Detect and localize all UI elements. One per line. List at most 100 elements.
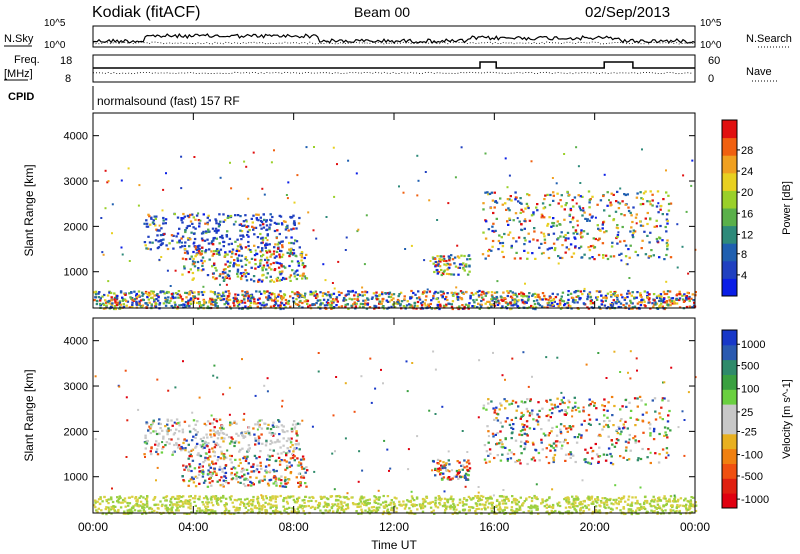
scatter-pixel bbox=[560, 231, 563, 234]
scatter-pixel bbox=[283, 303, 286, 307]
scatter-pixel bbox=[463, 476, 467, 480]
scatter-pixel bbox=[174, 303, 177, 306]
scatter-pixel bbox=[545, 511, 548, 514]
scatter-pixel bbox=[619, 306, 623, 309]
scatter-pixel bbox=[510, 402, 514, 405]
scatter-pixel bbox=[276, 440, 279, 443]
scatter-pixel bbox=[189, 453, 192, 456]
scatter-pixel bbox=[694, 509, 698, 513]
scatter-pixel bbox=[554, 247, 557, 250]
scatter-pixel bbox=[665, 230, 668, 233]
scatter-pixel bbox=[330, 507, 334, 510]
scatter-pixel bbox=[275, 425, 278, 428]
scatter-pixel bbox=[512, 293, 515, 296]
scatter-pixel bbox=[310, 499, 313, 502]
cpid-label: CPID bbox=[8, 91, 34, 103]
scatter-pixel bbox=[336, 504, 339, 508]
scatter-pixel bbox=[524, 207, 527, 210]
scatter-pixel bbox=[439, 258, 442, 261]
scatter-pixel bbox=[511, 427, 515, 431]
scatter-pixel bbox=[289, 295, 292, 298]
scatter-pixel bbox=[390, 509, 393, 512]
scatter-pixel bbox=[553, 300, 556, 303]
scatter-pixel bbox=[240, 247, 243, 250]
scatter-pixel bbox=[415, 496, 419, 499]
scatter-pixel bbox=[227, 436, 231, 439]
scatter-pixel bbox=[487, 193, 490, 196]
scatter-pixel bbox=[227, 214, 230, 218]
scatter-pixel bbox=[565, 412, 569, 415]
scatter-pixel bbox=[293, 455, 296, 458]
scatter-pixel bbox=[375, 298, 379, 301]
scatter-pixel bbox=[652, 430, 656, 433]
scatter-pixel bbox=[159, 234, 163, 237]
scatter-pixel bbox=[251, 500, 255, 503]
scatter-pixel bbox=[175, 422, 178, 425]
scatter-pixel bbox=[448, 302, 451, 305]
scatter-pixel bbox=[268, 498, 272, 502]
scatter-pixel bbox=[541, 407, 544, 410]
scatter-pixel bbox=[241, 307, 244, 310]
scatter-pixel bbox=[534, 296, 537, 299]
scatter-pixel bbox=[181, 257, 185, 260]
scatter-pixel bbox=[501, 305, 504, 308]
scatter-pixel bbox=[366, 297, 369, 300]
scatter-pixel bbox=[484, 237, 488, 240]
scatter-pixel bbox=[207, 509, 210, 512]
scatter-pixel bbox=[183, 244, 187, 248]
scatter-pixel bbox=[563, 498, 566, 501]
scatter-pixel bbox=[659, 297, 662, 300]
scatter-pixel bbox=[529, 412, 532, 415]
scatter-pixel bbox=[494, 229, 497, 232]
noise-pixel bbox=[261, 187, 264, 190]
scatter-pixel bbox=[572, 205, 575, 208]
scatter-pixel bbox=[224, 290, 228, 293]
scatter-pixel bbox=[224, 263, 227, 266]
scatter-pixel bbox=[152, 222, 156, 225]
scatter-pixel bbox=[666, 243, 670, 246]
scatter-pixel bbox=[154, 224, 157, 227]
scatter-pixel bbox=[385, 299, 388, 302]
scatter-pixel bbox=[220, 234, 224, 237]
scatter-pixel bbox=[535, 206, 538, 209]
scatter-pixel bbox=[346, 507, 350, 510]
scatter-pixel bbox=[119, 496, 122, 499]
scatter-pixel bbox=[667, 202, 671, 206]
scatter-pixel bbox=[513, 512, 517, 515]
scatter-pixel bbox=[272, 468, 275, 472]
noise-pixel bbox=[325, 216, 328, 218]
noise-pixel bbox=[541, 214, 544, 217]
scatter-pixel bbox=[94, 293, 98, 296]
scatter-pixel bbox=[432, 294, 435, 298]
scatter-pixel bbox=[457, 256, 461, 259]
scatter-pixel bbox=[500, 495, 504, 498]
scatter-pixel bbox=[661, 510, 664, 513]
scatter-pixel bbox=[476, 495, 480, 498]
scatter-pixel bbox=[204, 479, 207, 482]
scatter-pixel bbox=[324, 292, 327, 295]
scatter-pixel bbox=[262, 301, 265, 304]
scatter-pixel bbox=[169, 504, 172, 507]
scatter-pixel bbox=[340, 503, 343, 506]
scatter-pixel bbox=[207, 230, 210, 233]
scatter-pixel bbox=[159, 422, 162, 426]
scatter-pixel bbox=[220, 429, 223, 432]
scatter-pixel bbox=[291, 297, 295, 300]
scatter-pixel bbox=[296, 422, 300, 425]
scatter-pixel bbox=[567, 304, 571, 307]
scatter-pixel bbox=[588, 201, 591, 204]
scatter-pixel bbox=[438, 307, 441, 311]
scatter-pixel bbox=[658, 256, 661, 259]
scatter-pixel bbox=[662, 290, 666, 293]
scatter-pixel bbox=[651, 399, 654, 402]
scatter-pixel bbox=[523, 227, 526, 230]
scatter-pixel bbox=[202, 497, 206, 500]
scatter-pixel bbox=[196, 442, 199, 445]
scatter-pixel bbox=[538, 246, 541, 249]
scatter-pixel bbox=[457, 273, 460, 276]
scatter-pixel bbox=[589, 302, 592, 305]
scatter-pixel bbox=[139, 299, 143, 302]
scatter-pixel bbox=[289, 457, 293, 460]
scatter-pixel bbox=[275, 504, 278, 507]
scatter-pixel bbox=[297, 506, 300, 509]
